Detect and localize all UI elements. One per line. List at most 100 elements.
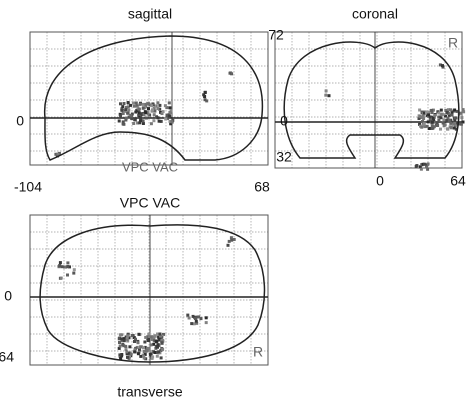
activation-voxel (414, 164, 418, 168)
activation-voxel (135, 108, 139, 112)
activation-voxel (130, 334, 134, 338)
activation-voxel (150, 338, 154, 341)
activation-voxel (144, 103, 148, 106)
axis-label: 64 (0, 349, 14, 365)
activation-voxel (134, 110, 138, 114)
activation-voxel (418, 108, 422, 112)
activation-voxel (444, 108, 448, 112)
activation-voxel (167, 101, 171, 105)
activation-voxel (442, 118, 446, 122)
activation-voxel (447, 118, 451, 122)
activation-voxel (153, 109, 157, 113)
activation-voxel (72, 271, 76, 275)
activation-voxel (142, 346, 145, 350)
panels (29, 31, 466, 366)
activation-voxel (129, 352, 133, 356)
activation-voxel (132, 336, 136, 340)
activation-voxel (324, 93, 328, 97)
activation-voxel (140, 345, 143, 349)
activation-voxel (124, 116, 128, 120)
activation-voxel (138, 102, 142, 106)
activation-voxel (158, 332, 162, 336)
axis-label: -104 (14, 179, 42, 195)
axis-label: 68 (254, 179, 270, 195)
activation-voxel (141, 119, 145, 123)
activation-voxel (156, 343, 160, 347)
activation-voxel (136, 352, 140, 356)
activation-voxel (423, 125, 427, 129)
activation-voxel (426, 167, 430, 171)
activation-voxel (169, 122, 173, 126)
panel-box (274, 31, 463, 169)
activation-voxel (197, 315, 201, 319)
activation-voxel (123, 109, 127, 113)
activation-voxel (142, 356, 146, 360)
activation-voxel (420, 116, 424, 119)
activation-voxel (122, 102, 126, 105)
activation-voxel (126, 105, 130, 109)
activation-voxel (418, 165, 422, 169)
activation-voxel (147, 332, 151, 336)
activation-voxel (142, 113, 146, 117)
activation-voxel (120, 333, 124, 337)
activation-voxel (134, 101, 138, 105)
activation-voxel (126, 339, 130, 343)
activation-voxel (441, 64, 444, 68)
activation-voxel (119, 102, 122, 106)
activation-voxel (166, 116, 169, 120)
activation-voxel (125, 336, 129, 340)
activation-voxel (137, 332, 141, 336)
activation-voxel (147, 102, 151, 106)
activation-voxel (146, 339, 150, 342)
activation-voxel (228, 71, 232, 75)
panel-box (29, 31, 269, 166)
activation-voxel (126, 332, 130, 336)
activation-voxel (439, 112, 443, 116)
activation-voxel (137, 107, 141, 111)
axis-label: 64 (450, 173, 466, 189)
activation-voxel (438, 63, 442, 67)
activation-voxel (441, 113, 445, 116)
activation-voxel (152, 113, 156, 117)
activation-voxel (124, 346, 128, 350)
activation-voxel (445, 110, 449, 114)
activation-voxel (461, 108, 465, 112)
activation-voxel (138, 348, 141, 352)
activation-voxel (155, 354, 159, 358)
activation-voxel (129, 103, 133, 107)
activation-voxel (141, 106, 145, 110)
activation-voxel (139, 119, 142, 123)
activation-voxel (417, 117, 421, 120)
activation-voxel (165, 106, 169, 110)
activation-voxel (56, 152, 60, 156)
activation-voxel (152, 106, 156, 110)
activation-voxel (137, 111, 141, 115)
activation-voxel (435, 121, 439, 125)
activation-voxel (64, 265, 68, 269)
axis-label: 32 (276, 149, 292, 165)
activation-voxel (121, 112, 125, 115)
activation-voxel (446, 108, 450, 112)
activation-voxel (437, 119, 441, 122)
activation-voxel (449, 108, 453, 112)
activation-voxel (204, 321, 208, 325)
activation-voxel (450, 113, 454, 117)
activation-voxel (157, 350, 161, 354)
activation-voxel (160, 112, 164, 115)
activation-voxel (461, 120, 465, 124)
activation-voxel (66, 265, 70, 268)
activation-voxel (452, 122, 456, 126)
activation-voxel (431, 108, 435, 112)
activation-voxel (135, 104, 139, 108)
activation-voxel (199, 317, 203, 321)
activation-voxel (427, 110, 431, 114)
activation-voxel (134, 337, 137, 341)
activation-voxel (135, 345, 139, 349)
activation-voxel (146, 110, 150, 114)
activation-voxel (446, 127, 450, 131)
coronal-outline (283, 41, 460, 159)
axis-label: 0 (16, 113, 24, 129)
activation-voxel (142, 350, 146, 353)
activation-voxel (117, 346, 121, 350)
activation-voxel (141, 102, 145, 106)
